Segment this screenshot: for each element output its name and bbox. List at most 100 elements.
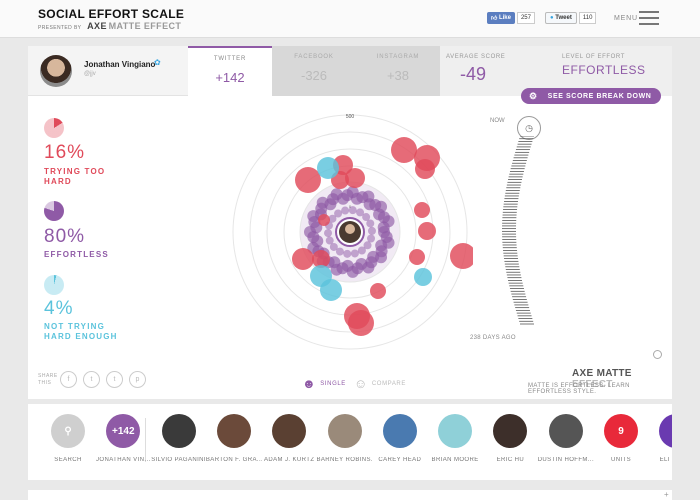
facebook-share-icon[interactable]: f [60, 371, 77, 388]
person-avatar [438, 414, 473, 448]
twitter-bird-icon: ● [550, 15, 554, 21]
person-name: UNITS [611, 457, 631, 463]
inner-scale-label: 0 [349, 204, 352, 209]
search-person-button[interactable]: ⚲ SEARCH [40, 414, 96, 463]
post-dot[interactable] [348, 206, 357, 215]
person-item[interactable]: ELI ROO... [648, 414, 672, 463]
person-avatar [493, 414, 528, 448]
menu-label[interactable]: MENU [614, 15, 638, 22]
post-dot[interactable] [343, 249, 352, 258]
brand-title[interactable]: SOCIAL EFFORT SCALE [38, 7, 185, 21]
tab-instagram-score: +38 [386, 68, 410, 83]
tab-instagram[interactable]: INSTAGRAM +38 [356, 46, 440, 96]
person-avatar [548, 414, 583, 448]
loading-ring-icon [653, 350, 662, 359]
post-dot[interactable] [329, 242, 338, 251]
person-item[interactable]: ADAM J. KURTZ [261, 414, 317, 463]
person-item[interactable]: SILVIO PAGANINI [151, 414, 207, 463]
person-name: SILVIO PAGANINI [151, 457, 206, 463]
person-item[interactable]: ERIC HU [482, 414, 538, 463]
post-dot[interactable] [292, 248, 314, 270]
timeline-now-label: NOW [490, 118, 505, 124]
post-dots [292, 137, 473, 336]
tab-facebook[interactable]: FACEBOOK -326 [272, 46, 356, 96]
axe-logo: AXE [87, 21, 107, 31]
person-name: ERIC HU [496, 457, 525, 463]
post-dot[interactable] [362, 213, 371, 222]
effort-level-label: LEVEL OF EFFORT [562, 54, 626, 60]
tab-twitter[interactable]: TWITTER +142 [188, 46, 272, 102]
post-dot[interactable] [317, 157, 339, 179]
footer-brand-logo[interactable]: AXE MATTE EFFECT [572, 368, 672, 390]
radial-effort-chart[interactable]: 500 0 [228, 110, 473, 355]
like-button[interactable]: 👍︎ Like [487, 12, 515, 24]
post-dot[interactable] [377, 221, 390, 234]
person-item[interactable]: BARTON F. GRA... [206, 414, 262, 463]
post-dot[interactable] [414, 202, 430, 218]
post-dot[interactable] [418, 222, 436, 240]
post-dot[interactable] [450, 243, 473, 269]
post-dot[interactable] [335, 247, 344, 256]
person-item[interactable]: DUSTIN HOFFM... [538, 414, 594, 463]
post-dot[interactable] [367, 234, 376, 243]
post-dot[interactable] [356, 208, 365, 217]
person-item[interactable]: CAREY HEAD [372, 414, 428, 463]
timeline-ticks [502, 136, 534, 325]
post-dot[interactable] [409, 249, 425, 265]
post-dot[interactable] [357, 246, 366, 255]
plus-icon[interactable]: + [664, 490, 669, 499]
not-trying-label: NOT TRYING HARD ENOUGH [44, 322, 118, 341]
facebook-like[interactable]: 👍︎ Like 257 [487, 12, 535, 24]
timeline-scrubber[interactable] [490, 136, 540, 326]
person-item[interactable]: BARNEY ROBINS... [317, 414, 373, 463]
person-avatar [327, 414, 362, 448]
pinterest-share-icon[interactable]: p [129, 371, 146, 388]
twitter-share-icon[interactable]: t [83, 371, 100, 388]
main-panel: Jonathan Vingiano ✿ @jjv TWITTER +142 FA… [28, 46, 672, 399]
mode-single-button[interactable]: ☻ SINGLE [302, 376, 346, 391]
person-item[interactable]: 9 UNITS [593, 414, 649, 463]
tumblr-share-icon[interactable]: t [106, 371, 123, 388]
hamburger-menu-icon[interactable] [639, 11, 659, 25]
tweet-button[interactable]: ● Tweet [545, 12, 577, 24]
post-dot[interactable] [391, 137, 417, 163]
person-item[interactable]: +142 JONATHAN VIN... [95, 414, 151, 463]
person-avatar [216, 414, 251, 448]
post-dot[interactable] [318, 214, 330, 226]
post-dot[interactable] [350, 249, 359, 258]
average-score-label: AVERAGE SCORE [446, 54, 506, 60]
post-dot[interactable] [345, 168, 365, 188]
post-dot[interactable] [325, 236, 334, 245]
post-dot[interactable] [328, 214, 337, 223]
post-dot[interactable] [367, 226, 376, 235]
person-avatar: 9 [604, 414, 638, 448]
not-trying-percent: 4% [44, 298, 74, 319]
timeline-days-label: 238 DAYS AGO [470, 335, 516, 341]
profile-header: Jonathan Vingiano ✿ @jjv [28, 46, 188, 96]
post-dot[interactable] [324, 229, 333, 238]
post-dot[interactable] [415, 159, 435, 179]
post-dot[interactable] [348, 310, 374, 336]
person-avatar [272, 414, 307, 448]
mode-compare-button[interactable]: ☺ COMPARE [354, 376, 406, 391]
post-dot[interactable] [414, 268, 432, 286]
thumb-icon: 👍︎ [491, 16, 498, 22]
post-dot[interactable] [341, 206, 350, 215]
effortless-percent: 80% [44, 226, 86, 247]
post-dot[interactable] [366, 219, 375, 228]
person-name: ADAM J. KURTZ [263, 457, 315, 463]
search-icon: ⚲ [51, 414, 85, 448]
see-score-breakdown-button[interactable]: ⚙ SEE SCORE BREAK DOWN [521, 88, 661, 104]
post-dot[interactable] [363, 241, 372, 250]
post-dot[interactable] [295, 167, 321, 193]
post-dot[interactable] [370, 283, 386, 299]
tweet-share[interactable]: ● Tweet 110 [545, 12, 597, 24]
score-button-label: SEE SCORE BREAK DOWN [547, 92, 652, 100]
post-dot[interactable] [320, 279, 342, 301]
person-item[interactable]: BRIAN MOORE [427, 414, 483, 463]
post-dot[interactable] [334, 209, 343, 218]
footer-effect: EFFECT [572, 379, 613, 390]
center-avatar [335, 217, 365, 247]
trying-too-hard-pie [44, 118, 64, 138]
post-dot[interactable] [312, 250, 330, 268]
